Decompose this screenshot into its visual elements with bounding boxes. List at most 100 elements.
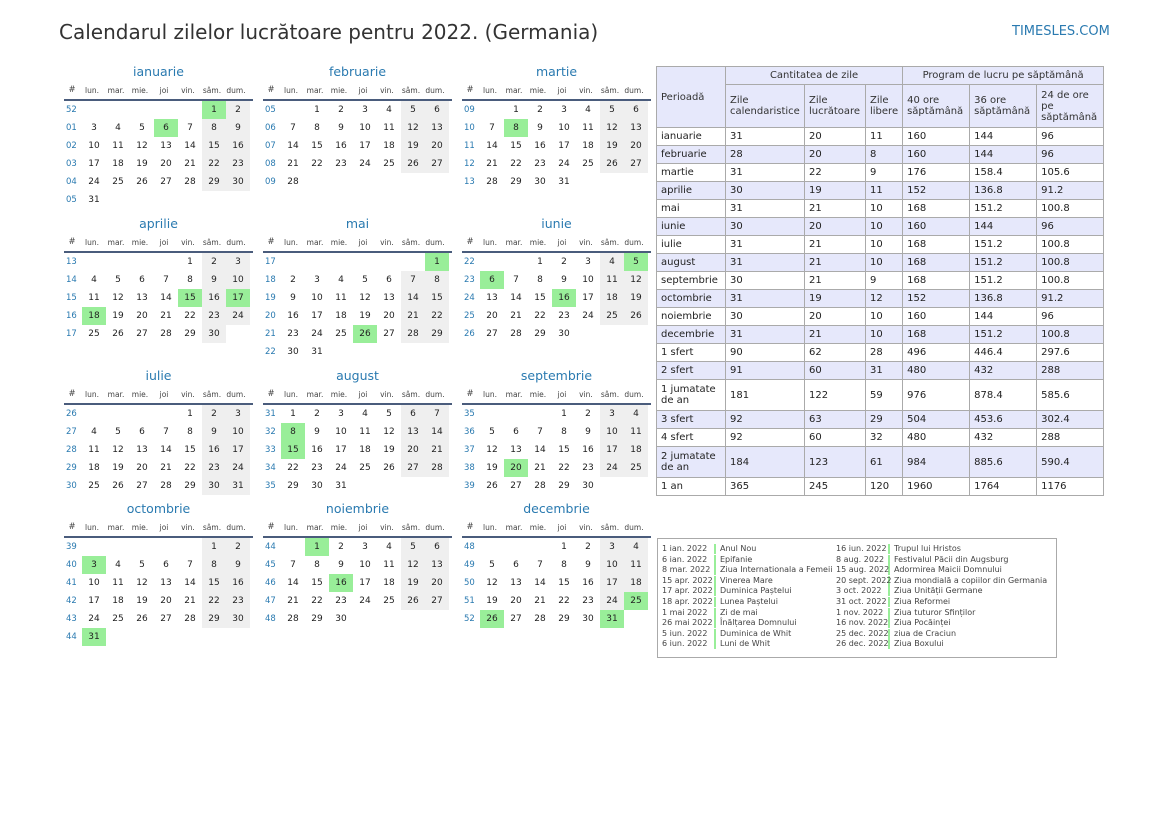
holiday-name: Duminica Paștelui [720, 586, 792, 596]
month-block: decembrie # lun. mar. mie. joi vin. sâm. dum. 48 1… [462, 499, 651, 628]
day-cell: 23 [582, 463, 594, 473]
day-cell: 26 [401, 155, 425, 173]
value-cell: 432 [969, 361, 1038, 380]
day-cell: 4 [600, 253, 624, 271]
empty-day-cell [624, 173, 648, 191]
day-cell: 28 [160, 481, 172, 491]
day-cell: 26 [480, 610, 504, 628]
weekday-label: joi [358, 390, 368, 399]
month-block: iulie # lun. mar. mie. joi vin. sâm. dum. 26 1 2 3 27… [64, 366, 253, 495]
day-cell: 27 [136, 329, 148, 339]
day-cell: 30 [311, 481, 323, 491]
summary-row: aprilie 30 19 11 152 136.8 91.2 [656, 181, 1105, 200]
week-number: 50 [464, 578, 475, 588]
week-number: 18 [265, 275, 276, 285]
weekday-label: # [466, 389, 474, 399]
day-cell: 1 [425, 253, 449, 271]
day-cell: 14 [287, 578, 299, 588]
weekday-label: sâm. [202, 523, 222, 532]
day-cell: 24 [359, 159, 371, 169]
value-cell: 60 [804, 361, 866, 380]
holiday-date: 18 apr. 2022 [662, 597, 716, 607]
day-cell: 15 [558, 578, 570, 588]
week-row: 12 21 22 23 24 25 26 27 [462, 155, 651, 173]
day-cell: 19 [136, 596, 148, 606]
holiday-item: 1 ian. 2022 Anul Nou [662, 544, 756, 554]
day-cell: 22 [534, 311, 546, 321]
day-cell: 26 [112, 481, 124, 491]
day-cell: 28 [401, 325, 425, 343]
week-number: 20 [265, 311, 276, 321]
empty-day-cell [504, 253, 528, 271]
weekday-header: # lun. mar. mie. joi vin. sâm. dum. [263, 82, 452, 101]
day-cell: 12 [486, 578, 498, 588]
weekday-label: mar. [107, 523, 125, 532]
weekday-label: joi [358, 238, 368, 247]
weekday-label: # [267, 522, 275, 532]
day-cell: 10 [359, 123, 371, 133]
day-cell: 5 [115, 275, 121, 285]
day-cell: 17 [359, 578, 371, 588]
value-cell: 100.8 [1036, 271, 1105, 290]
empty-day-cell [624, 325, 648, 343]
weekday-label: mar. [306, 523, 324, 532]
week-number: 46 [265, 578, 276, 588]
empty-day-cell [154, 253, 178, 271]
summary-row: mai 31 21 10 168 151.2 100.8 [656, 199, 1105, 218]
day-cell: 10 [359, 560, 371, 570]
weekday-label: lun. [284, 238, 298, 247]
day-cell: 5 [139, 123, 145, 133]
weekday-label: mie. [529, 390, 547, 399]
weekday-label: joi [159, 238, 169, 247]
summary-row: august 31 21 10 168 151.2 100.8 [656, 253, 1105, 272]
value-cell: 11 [864, 127, 904, 146]
day-cell: 10 [582, 275, 594, 285]
week-row: 11 14 15 16 17 18 19 20 [462, 137, 651, 155]
weekday-label: dum. [226, 238, 246, 247]
day-cell: 12 [383, 427, 395, 437]
week-row: 23 6 7 8 9 10 11 12 [462, 271, 651, 289]
value-cell: 168 [902, 271, 971, 290]
summary-row: 2 sfert 91 60 31 480 432 288 [656, 361, 1105, 380]
weekday-label: joi [358, 523, 368, 532]
holiday-item: 8 mar. 2022 Ziua Internationala a Femeii [662, 565, 832, 576]
holiday-name: Ziua Reformei [894, 597, 951, 606]
week-row: 08 21 22 23 24 25 26 27 [263, 155, 452, 173]
holiday-date: 5 iun. 2022 [662, 628, 716, 639]
brand-link[interactable]: TIMESLES.COM [1012, 24, 1110, 39]
day-cell: 25 [112, 177, 124, 187]
weekday-header: # lun. mar. mie. joi vin. sâm. dum. [462, 82, 651, 101]
weekday-label: mar. [505, 523, 523, 532]
week-row: 39 26 27 28 29 30 [462, 477, 651, 495]
empty-day-cell [353, 173, 377, 191]
day-cell: 8 [537, 275, 543, 285]
holiday-date: 1 nov. 2022 [836, 607, 890, 618]
weekday-label: # [68, 237, 76, 247]
holiday-item: 16 iun. 2022 Trupul lui Hristos [836, 544, 961, 554]
weekday-label: # [466, 85, 474, 95]
weekday-label: lun. [483, 238, 497, 247]
week-number: 42 [66, 596, 77, 606]
day-cell: 25 [582, 159, 594, 169]
weekday-label: vin. [380, 390, 394, 399]
week-row: 46 14 15 16 17 18 19 20 [263, 574, 452, 592]
day-cell: 29 [425, 325, 449, 343]
value-cell: 21 [804, 253, 866, 272]
empty-day-cell [82, 538, 106, 556]
day-cell: 19 [383, 445, 395, 455]
weekday-label: dum. [425, 523, 445, 532]
day-cell: 14 [287, 141, 299, 151]
holiday-name: Duminica de Whit [720, 628, 792, 638]
value-cell: 62 [804, 343, 866, 362]
value-cell: 59 [864, 379, 904, 411]
day-cell: 30 [582, 481, 594, 491]
week-number: 12 [464, 159, 475, 169]
week-row: 22 30 31 [263, 343, 452, 361]
summary-table: Perioadă Cantitatea de zile Program de l… [656, 66, 1105, 496]
day-cell: 5 [401, 101, 425, 119]
day-cell: 1 [187, 409, 193, 419]
value-cell: 100.8 [1036, 325, 1105, 344]
day-cell: 17 [88, 596, 100, 606]
weekday-label: sâm. [600, 86, 620, 95]
week-row: 26 1 2 3 [64, 405, 253, 423]
